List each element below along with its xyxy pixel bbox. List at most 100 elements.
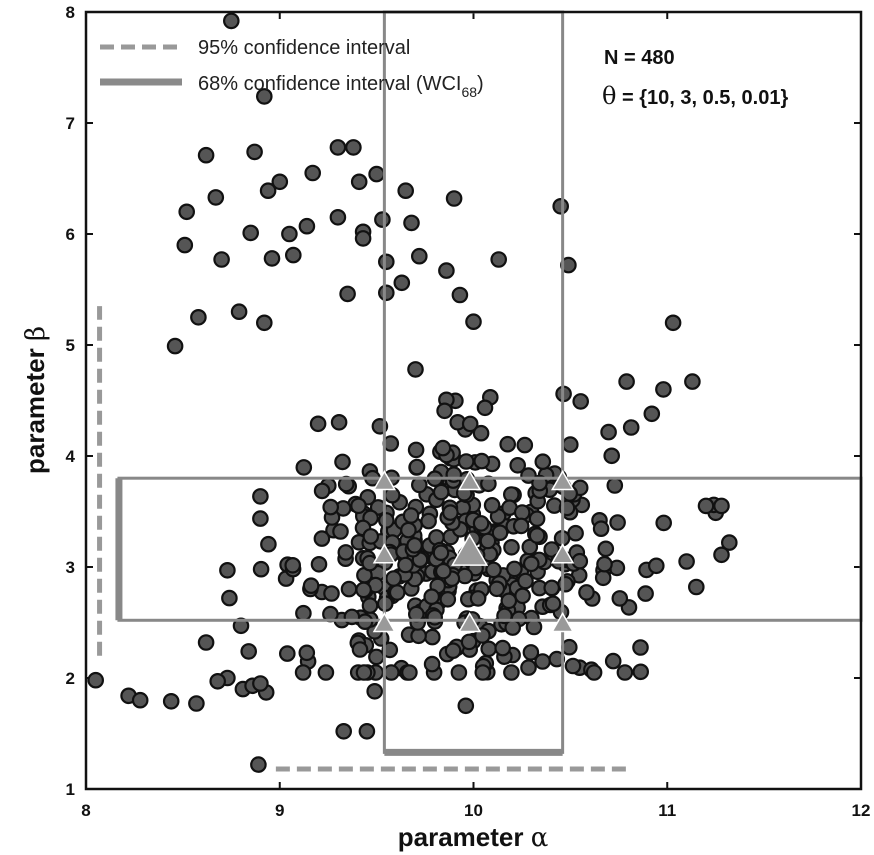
data-point bbox=[572, 393, 589, 410]
data-point bbox=[385, 570, 402, 587]
data-point bbox=[442, 504, 459, 521]
grid-triangle bbox=[372, 612, 397, 633]
data-point bbox=[423, 655, 441, 673]
data-point bbox=[401, 664, 418, 681]
data-point bbox=[684, 373, 701, 390]
data-point bbox=[420, 512, 437, 530]
data-point bbox=[393, 274, 411, 292]
data-point bbox=[284, 246, 302, 264]
data-point bbox=[560, 638, 578, 656]
data-point bbox=[522, 644, 540, 661]
y-tick-label: 2 bbox=[66, 669, 75, 688]
data-point bbox=[502, 486, 520, 503]
data-point bbox=[381, 641, 399, 659]
grid-triangle bbox=[550, 469, 575, 491]
data-point bbox=[561, 436, 579, 453]
data-point bbox=[544, 595, 562, 612]
data-point bbox=[197, 146, 215, 164]
data-point bbox=[295, 604, 312, 622]
data-point bbox=[302, 577, 320, 594]
data-point bbox=[298, 644, 316, 662]
data-point bbox=[246, 143, 263, 161]
data-point bbox=[329, 209, 347, 226]
data-point bbox=[403, 214, 420, 232]
data-point bbox=[609, 514, 626, 531]
data-point bbox=[445, 190, 463, 207]
data-point bbox=[334, 453, 351, 471]
data-point bbox=[368, 648, 385, 666]
data-point bbox=[461, 415, 479, 433]
data-point bbox=[213, 251, 230, 268]
data-point bbox=[423, 588, 440, 605]
data-point bbox=[317, 664, 335, 681]
data-point bbox=[221, 589, 238, 607]
data-point bbox=[377, 284, 395, 302]
interval-overlays bbox=[97, 10, 863, 772]
data-point bbox=[407, 441, 425, 459]
grid-triangle bbox=[372, 543, 397, 564]
data-point bbox=[439, 590, 457, 608]
data-point bbox=[377, 512, 395, 529]
legend: 95% confidence interval 68% confidence i… bbox=[100, 37, 484, 100]
y-tick-label: 8 bbox=[66, 3, 75, 22]
data-point bbox=[330, 413, 348, 431]
legend-label-95: 95% confidence interval bbox=[198, 37, 410, 59]
data-point bbox=[252, 675, 269, 692]
data-point bbox=[410, 476, 428, 494]
data-point bbox=[434, 439, 452, 457]
data-point bbox=[190, 308, 207, 326]
data-point bbox=[557, 575, 574, 593]
data-point bbox=[597, 540, 615, 558]
data-point bbox=[252, 510, 269, 527]
data-point bbox=[295, 459, 313, 476]
data-point bbox=[534, 653, 551, 670]
data-point bbox=[313, 530, 331, 547]
annotation-n: N = 480 bbox=[604, 47, 675, 69]
data-point bbox=[219, 561, 236, 579]
data-point bbox=[397, 182, 414, 199]
data-point bbox=[611, 590, 629, 607]
plot-background bbox=[86, 12, 861, 789]
data-point bbox=[223, 12, 240, 30]
data-point bbox=[488, 580, 506, 598]
data-point bbox=[606, 477, 624, 494]
data-point bbox=[713, 546, 730, 564]
data-point bbox=[178, 203, 195, 221]
data-point bbox=[310, 555, 328, 573]
center-triangle bbox=[451, 533, 489, 566]
data-point bbox=[402, 507, 420, 524]
data-point bbox=[600, 423, 617, 441]
y-tick-label: 4 bbox=[66, 447, 76, 466]
data-point bbox=[197, 634, 215, 651]
x-tick-label: 8 bbox=[81, 801, 90, 820]
data-point bbox=[521, 538, 539, 556]
data-point bbox=[438, 262, 455, 279]
data-point bbox=[485, 561, 502, 579]
data-point bbox=[480, 640, 497, 658]
data-point bbox=[298, 217, 316, 235]
data-point bbox=[655, 381, 672, 398]
data-point bbox=[368, 165, 385, 183]
data-point bbox=[520, 659, 537, 676]
x-axis-title: parameter α bbox=[398, 822, 549, 853]
data-point bbox=[377, 253, 395, 271]
data-point bbox=[509, 456, 526, 474]
data-point bbox=[255, 314, 273, 332]
data-point bbox=[490, 251, 507, 268]
data-point bbox=[552, 198, 569, 215]
data-point bbox=[534, 453, 552, 470]
data-point bbox=[252, 560, 270, 578]
data-point bbox=[339, 285, 356, 303]
data-point bbox=[436, 402, 453, 420]
data-point bbox=[388, 584, 406, 601]
data-point bbox=[176, 236, 194, 254]
data-point bbox=[585, 664, 603, 681]
data-point bbox=[345, 139, 362, 156]
data-point bbox=[362, 528, 380, 545]
data-point bbox=[500, 592, 518, 610]
data-point bbox=[664, 314, 682, 332]
data-point bbox=[543, 541, 560, 558]
y-tick-label: 7 bbox=[66, 114, 75, 133]
data-point bbox=[329, 139, 347, 156]
data-point bbox=[255, 88, 273, 105]
